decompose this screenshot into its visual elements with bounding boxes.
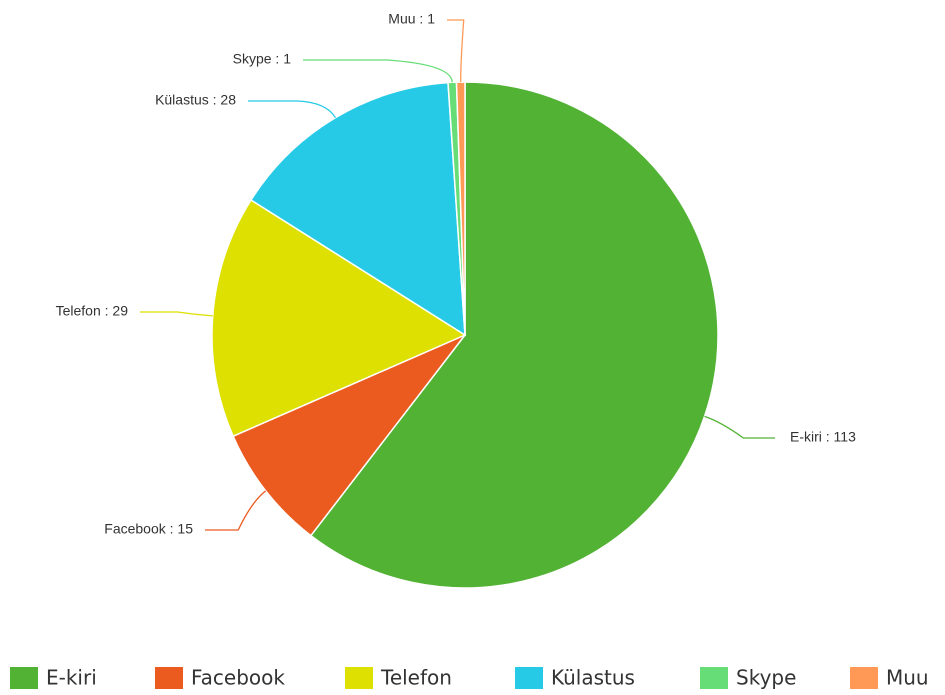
legend-label: E-kiri xyxy=(46,666,97,690)
legend-swatch xyxy=(850,667,878,689)
legend-label: Muu xyxy=(886,666,929,690)
data-label: Telefon : 29 xyxy=(56,303,129,319)
legend-label: Skype xyxy=(736,666,796,690)
data-label: Muu : 1 xyxy=(388,11,435,27)
leader-line xyxy=(248,100,337,119)
leader-line xyxy=(303,59,453,83)
data-label: E-kiri : 113 xyxy=(790,429,856,445)
data-label: Skype : 1 xyxy=(233,51,292,67)
pie-slice xyxy=(211,198,467,438)
legend-swatch xyxy=(700,667,728,689)
leader-line xyxy=(704,415,775,439)
leader-line xyxy=(205,490,267,531)
legend-label: Telefon xyxy=(380,666,452,690)
legend-swatch xyxy=(155,667,183,689)
legend-label: Facebook xyxy=(191,666,285,690)
legend-label: Külastus xyxy=(551,666,635,690)
legend-swatch xyxy=(515,667,543,689)
legend-swatch xyxy=(345,667,373,689)
legend-swatch xyxy=(10,667,38,689)
leader-line xyxy=(140,311,213,317)
data-label: Facebook : 15 xyxy=(104,521,193,537)
data-label: Külastus : 28 xyxy=(155,92,236,108)
pie-slice xyxy=(455,81,466,336)
leader-line xyxy=(447,19,465,83)
pie-slice xyxy=(309,81,719,589)
